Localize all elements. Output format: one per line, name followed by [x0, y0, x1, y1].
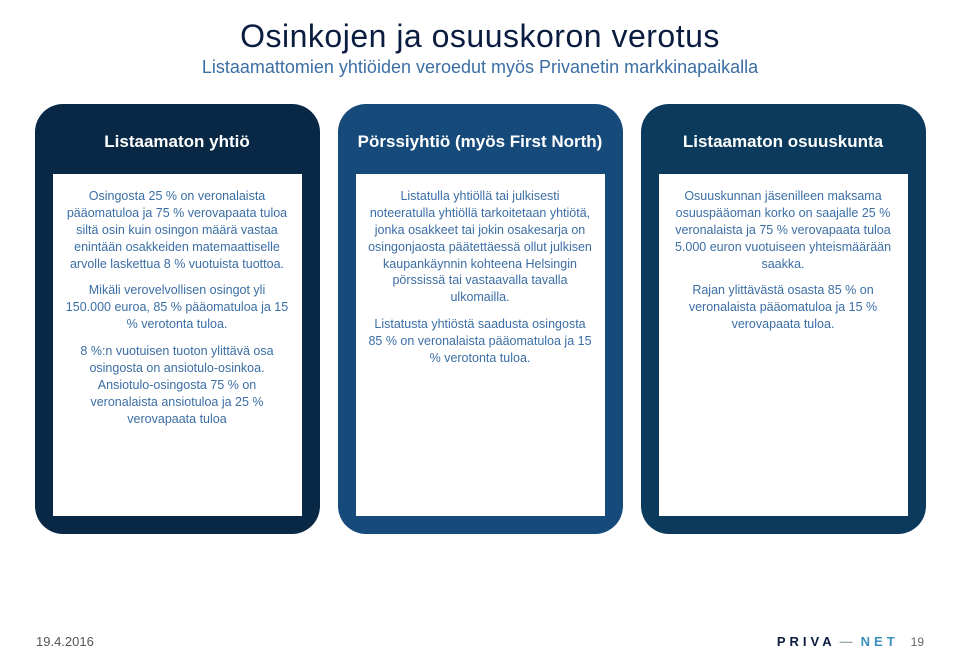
- page-subtitle: Listaamattomien yhtiöiden veroedut myös …: [20, 57, 940, 78]
- footer-date: 19.4.2016: [36, 634, 94, 649]
- card-title: Listaamaton osuuskunta: [659, 120, 908, 164]
- page-title: Osinkojen ja osuuskoron verotus: [20, 18, 940, 55]
- card-body: Osingosta 25 % on veronalaista pääomatul…: [53, 174, 302, 516]
- card-title: Pörssiyhtiö (myös First North): [356, 120, 605, 164]
- card-paragraph: Listatulla yhtiöllä tai julkisesti notee…: [368, 188, 593, 306]
- card-body: Listatulla yhtiöllä tai julkisesti notee…: [356, 174, 605, 516]
- card-unlisted-company: Listaamaton yhtiö Osingosta 25 % on vero…: [35, 104, 320, 534]
- brand-logo: PRIVA — NET 19: [777, 634, 924, 649]
- card-paragraph: Osingosta 25 % on veronalaista pääomatul…: [65, 188, 290, 272]
- header: Osinkojen ja osuuskoron verotus Listaama…: [0, 0, 960, 84]
- card-cooperative: Listaamaton osuuskunta Osuuskunnan jäsen…: [641, 104, 926, 534]
- card-listed-company: Pörssiyhtiö (myös First North) Listatull…: [338, 104, 623, 534]
- brand-dash-icon: —: [840, 634, 853, 649]
- brand-part-a: PRIVA: [777, 634, 836, 649]
- brand-part-b: NET: [861, 634, 899, 649]
- card-paragraph: Mikäli verovelvollisen osingot yli 150.0…: [65, 282, 290, 333]
- page-number: 19: [911, 635, 924, 649]
- card-paragraph: Listatusta yhtiöstä saadusta osingosta 8…: [368, 316, 593, 367]
- card-paragraph: 8 %:n vuotuisen tuoton ylittävä osa osin…: [65, 343, 290, 427]
- cards-row: Listaamaton yhtiö Osingosta 25 % on vero…: [0, 84, 960, 534]
- footer: 19.4.2016 PRIVA — NET 19: [36, 634, 924, 649]
- card-paragraph: Rajan ylittävästä osasta 85 % on veronal…: [671, 282, 896, 333]
- card-body: Osuuskunnan jäsenilleen maksama osuuspää…: [659, 174, 908, 516]
- card-title: Listaamaton yhtiö: [53, 120, 302, 164]
- card-paragraph: Osuuskunnan jäsenilleen maksama osuuspää…: [671, 188, 896, 272]
